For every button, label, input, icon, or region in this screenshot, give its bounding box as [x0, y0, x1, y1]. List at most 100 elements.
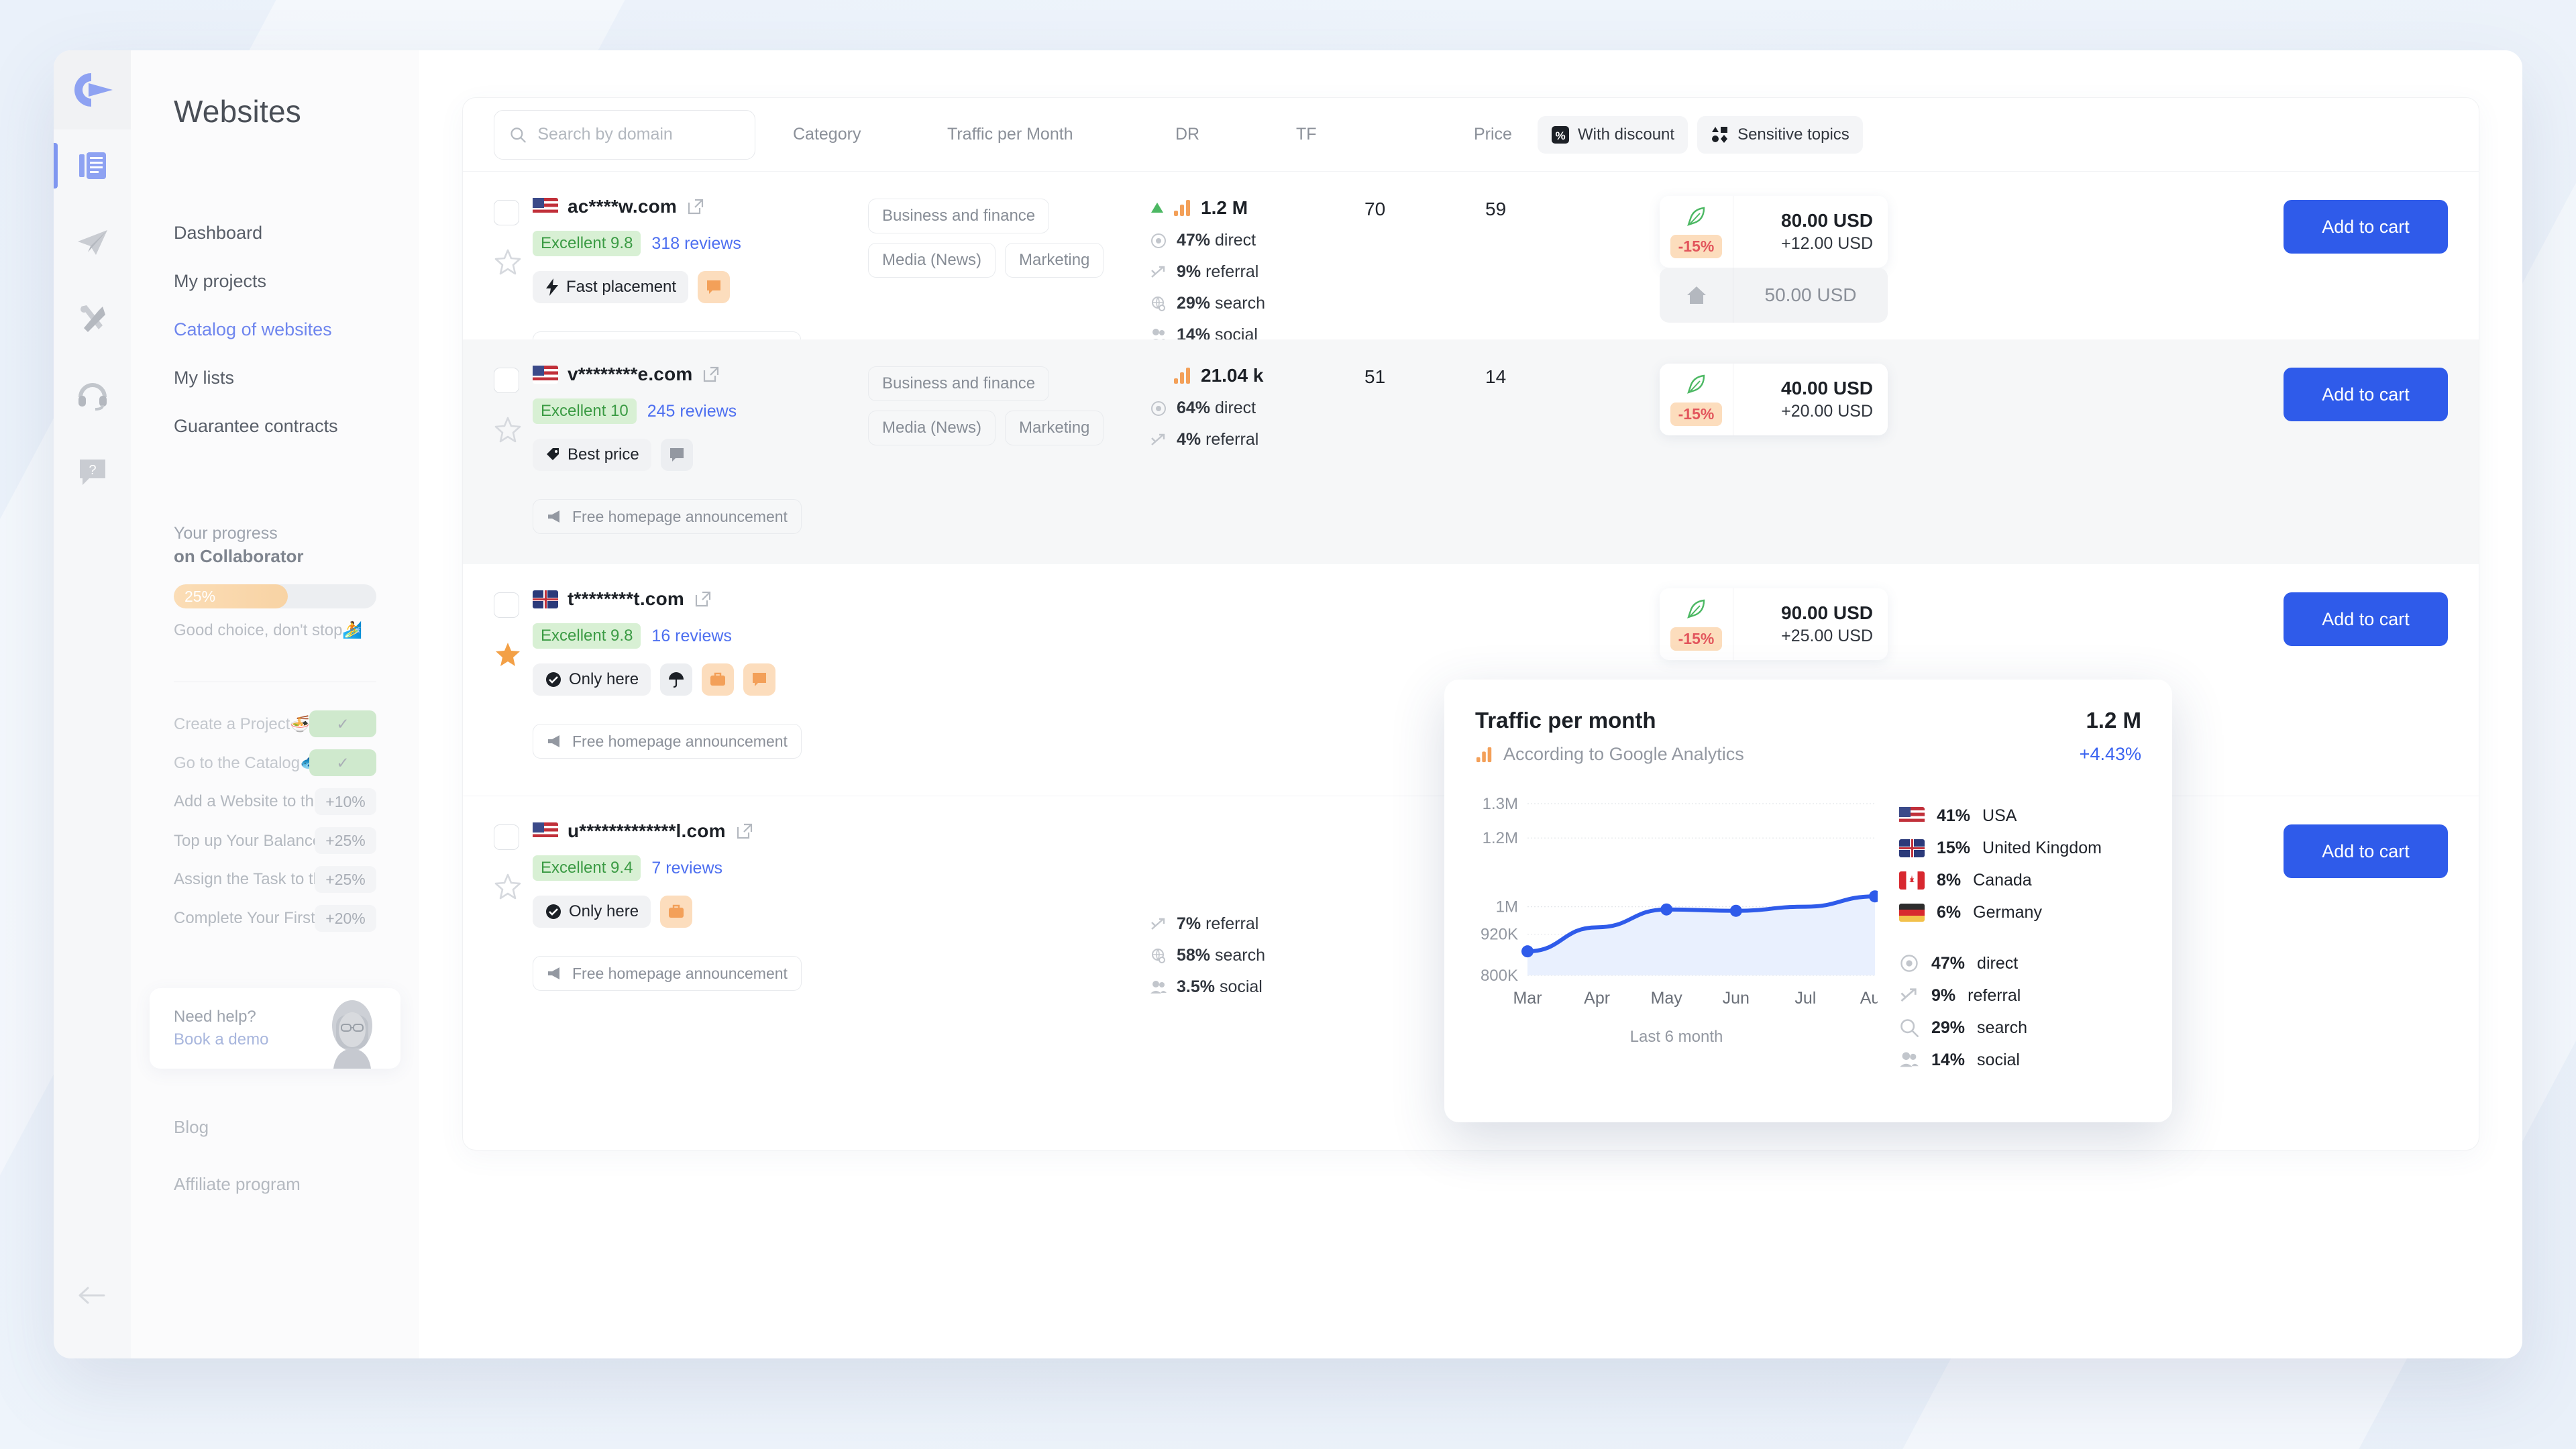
task-item[interactable]: Top up Your Balance🍺 +25%	[174, 826, 376, 855]
help-card: Need help? Book a demo	[150, 988, 400, 1069]
filter-sensitive-topics[interactable]: Sensitive topics	[1697, 115, 1863, 154]
rail-item-tools[interactable]	[54, 294, 131, 343]
favorite-star-icon[interactable]	[494, 248, 522, 276]
external-link-icon[interactable]	[735, 822, 754, 841]
tag-speech-icon[interactable]	[698, 271, 731, 303]
search-input[interactable]	[537, 125, 740, 144]
check-circle-icon	[546, 672, 561, 687]
app-logo[interactable]	[54, 50, 131, 129]
tag-best-price[interactable]: Best price	[533, 439, 651, 471]
tag-only-here[interactable]: Only here	[533, 896, 651, 928]
category-tag[interactable]: Media (News)	[868, 243, 996, 278]
task-item[interactable]: Assign the Task to the ... +25%	[174, 865, 376, 894]
bar-chart-icon	[1174, 200, 1190, 216]
footer-link-blog[interactable]: Blog	[174, 1117, 209, 1137]
price-card-article[interactable]: -15% 40.00 USD +20.00 USD	[1660, 364, 1888, 435]
category-tag[interactable]: Business and finance	[868, 366, 1050, 401]
rail-item-catalog[interactable]	[54, 142, 131, 190]
svg-text:?: ?	[89, 463, 96, 478]
price-card-article[interactable]: -15% 90.00 USD +25.00 USD	[1660, 588, 1888, 660]
traffic-breakdown-item: 4% referral	[1150, 430, 1364, 449]
domain-name[interactable]: u*************l.com	[568, 820, 726, 841]
reviews-link[interactable]: 7 reviews	[651, 858, 723, 877]
tag-briefcase-icon[interactable]	[702, 663, 735, 696]
footer-link-affiliate-program[interactable]: Affiliate program	[174, 1174, 301, 1194]
table-row[interactable]: t********t.com Excellent 9.8 16 reviews	[463, 564, 2479, 796]
category-tag[interactable]: Business and finance	[868, 199, 1050, 233]
favorite-star-icon[interactable]	[494, 873, 522, 901]
sidebar-item-dashboard[interactable]: Dashboard	[131, 209, 419, 257]
category-tag[interactable]: Marketing	[1005, 243, 1104, 278]
price-card-homepage[interactable]: 50.00 USD	[1660, 268, 1888, 323]
reviews-link[interactable]: 245 reviews	[647, 401, 737, 421]
row-checkbox[interactable]	[494, 200, 519, 225]
progress-bar: 25%	[174, 584, 376, 608]
tag-speech-icon[interactable]	[743, 663, 776, 696]
category-cell: Business and finance Media (News) Market…	[868, 364, 1150, 564]
sidebar-item-my-lists[interactable]: My lists	[131, 354, 419, 402]
add-to-cart-button[interactable]: Add to cart	[2284, 200, 2448, 254]
rail-item-support[interactable]	[54, 371, 131, 419]
domain-name[interactable]: v********e.com	[568, 364, 693, 384]
reviews-link[interactable]: 16 reviews	[651, 626, 732, 645]
rail-item-help[interactable]: ?	[54, 447, 131, 496]
favorite-star-icon[interactable]	[494, 416, 522, 444]
traffic-cell[interactable]: 1.2 M 47% direct 9% referral 29% se	[1150, 196, 1364, 344]
umbrella-icon	[669, 672, 684, 688]
domain-name[interactable]: t********t.com	[568, 588, 684, 609]
announcement-chip[interactable]: Free homepage announcement	[533, 724, 802, 759]
sidebar-footer: Blog Affiliate program	[174, 1117, 419, 1195]
table-row[interactable]: ac****w.com Excellent 9.8 318 reviews	[463, 172, 2479, 366]
external-link-icon[interactable]	[702, 365, 720, 384]
task-item[interactable]: Complete Your First De... +20%	[174, 904, 376, 933]
add-to-cart-button[interactable]: Add to cart	[2284, 368, 2448, 421]
site-domain-line: ac****w.com	[533, 196, 868, 217]
traffic-cell[interactable]: 21.04 k 64% direct 4% referral	[1150, 364, 1364, 564]
domain-name[interactable]: ac****w.com	[568, 196, 678, 217]
external-link-icon[interactable]	[694, 590, 712, 608]
legend-channel-label: referral	[1968, 985, 2021, 1005]
tag-label: Fast placement	[566, 278, 677, 296]
tag-icon	[547, 448, 559, 460]
add-to-cart-button[interactable]: Add to cart	[2284, 824, 2448, 878]
row-checkbox[interactable]	[494, 368, 519, 393]
tag-only-here[interactable]: Only here	[533, 663, 651, 696]
task-item[interactable]: Go to the Catalog🐟 ✓	[174, 748, 376, 777]
traffic-pct: 58%	[1177, 946, 1211, 965]
tag-briefcase-icon[interactable]	[660, 896, 693, 928]
add-to-cart-button[interactable]: Add to cart	[2284, 592, 2448, 646]
tag-speech-icon[interactable]	[660, 439, 693, 471]
rail-item-campaigns[interactable]	[54, 218, 131, 266]
filter-with-discount[interactable]: % With discount	[1538, 115, 1688, 154]
tag-umbrella-icon[interactable]	[660, 663, 693, 696]
announcement-chip[interactable]: Free homepage announcement	[533, 499, 802, 534]
legend-country-pct: 8%	[1937, 870, 1962, 890]
row-checkbox[interactable]	[494, 592, 519, 618]
traffic-cell[interactable]: 7% referral 58% search 3.5% social	[1150, 820, 1364, 1024]
task-badge: ✓	[309, 710, 376, 737]
category-tag[interactable]: Marketing	[1005, 411, 1104, 445]
announcement-chip[interactable]: Free homepage announcement	[533, 956, 802, 991]
traffic-value-line: 1.2 M	[1150, 197, 1364, 219]
book-a-demo-link[interactable]: Book a demo	[174, 1030, 269, 1049]
price-card-article[interactable]: -15% 80.00 USD +12.00 USD	[1660, 196, 1888, 268]
sidebar-item-catalog-of-websites[interactable]: Catalog of websites	[131, 305, 419, 354]
svg-text:Jun: Jun	[1723, 989, 1750, 1008]
row-checkbox[interactable]	[494, 824, 519, 850]
svg-text:Jul: Jul	[1794, 989, 1816, 1008]
search-globe-icon	[1152, 948, 1165, 963]
search-box[interactable]	[494, 109, 755, 160]
category-tag[interactable]: Media (News)	[868, 411, 996, 445]
tag-fast-placement[interactable]: Fast placement	[533, 271, 689, 303]
collapse-sidebar-button[interactable]	[54, 1275, 131, 1316]
traffic-cell[interactable]	[1150, 588, 1364, 796]
favorite-star-icon[interactable]	[494, 641, 522, 669]
task-item[interactable]: Create a Project🍜 ✓	[174, 709, 376, 739]
bolt-icon	[546, 278, 558, 296]
task-item[interactable]: Add a Website to the C... +10%	[174, 787, 376, 816]
external-link-icon[interactable]	[686, 197, 705, 216]
reviews-link[interactable]: 318 reviews	[651, 233, 741, 253]
table-row[interactable]: v********e.com Excellent 10 245 reviews	[463, 339, 2479, 564]
sidebar-item-guarantee-contracts[interactable]: Guarantee contracts	[131, 402, 419, 450]
sidebar-item-my-projects[interactable]: My projects	[131, 257, 419, 305]
